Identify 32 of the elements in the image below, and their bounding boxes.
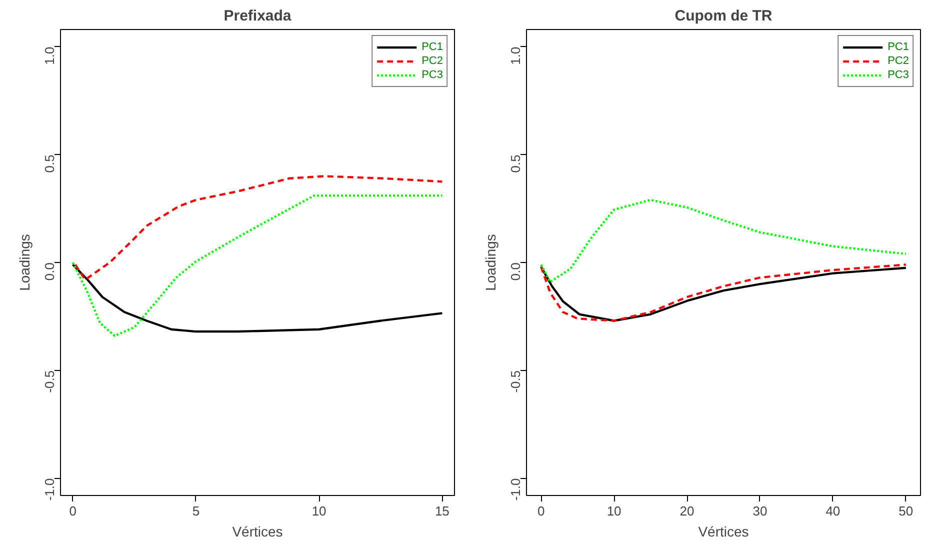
x-tick-label: 40 (826, 504, 840, 518)
y-tick-label: -1.0 (508, 478, 523, 501)
x-tick-label: 0 (537, 504, 545, 518)
x-tick-label: 30 (752, 504, 768, 518)
x-tick-label: 0 (69, 504, 76, 518)
y-tick-label: -1.0 (42, 478, 57, 501)
x-tick-label: 50 (898, 504, 914, 518)
y-axis-title: Loadings (482, 234, 498, 291)
y-axis-title: Loadings (16, 234, 32, 291)
x-axis-title: Vértices (698, 524, 749, 540)
y-tick-label: 1.0 (508, 46, 523, 65)
y-tick-label: 0.5 (508, 154, 523, 173)
y-tick-label: -0.5 (508, 370, 523, 393)
y-tick-label: 0.0 (42, 262, 57, 281)
x-axis-title: Vértices (232, 524, 283, 540)
legend-label: PC2 (422, 54, 443, 68)
y-tick-label: -0.5 (42, 370, 57, 393)
x-tick-label: 10 (312, 504, 326, 518)
x-tick-label: 5 (192, 504, 200, 518)
legend-label: PC1 (888, 40, 909, 54)
legend-label: PC2 (888, 54, 909, 68)
legend-label: PC3 (888, 68, 909, 82)
x-tick-label: 10 (606, 504, 622, 518)
chart-title: Prefixada (224, 8, 292, 24)
y-tick-label: 1.0 (42, 46, 57, 65)
legend-label: PC3 (422, 68, 443, 82)
legend-label: PC1 (422, 40, 443, 54)
chart-title: Cupom de TR (674, 8, 772, 24)
x-tick-label: 20 (680, 504, 694, 518)
y-tick-label: 0.0 (508, 262, 523, 281)
x-tick-label: 15 (434, 504, 450, 518)
y-tick-label: 0.5 (42, 154, 57, 173)
